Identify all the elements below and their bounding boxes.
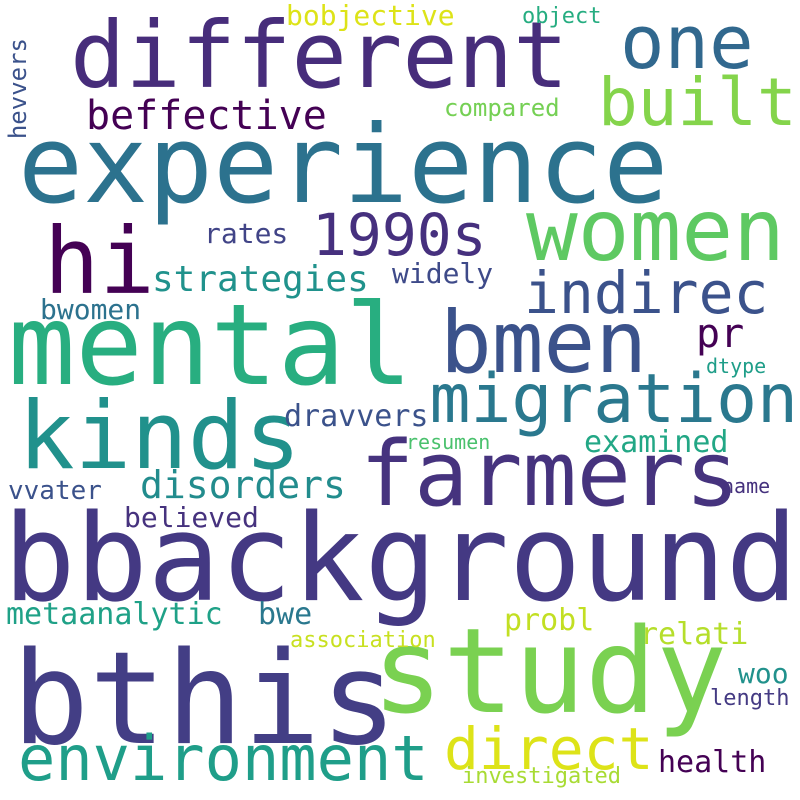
word-kinds: kinds [18, 382, 301, 491]
word-strategies: strategies [152, 259, 369, 300]
word-vvater: vvater [8, 476, 102, 506]
word-hi: hi [44, 208, 155, 315]
word-hevvers: hevvers [4, 38, 32, 140]
word-different: different [70, 2, 569, 109]
word-built: built [598, 64, 797, 141]
word-bobjective: bobjective [286, 0, 455, 32]
word-length: length [710, 686, 790, 711]
word-beffective: beffective [86, 93, 327, 139]
word-dtype: dtype [706, 354, 767, 378]
word-study: study [372, 602, 728, 740]
word-experience: experience [18, 103, 669, 228]
word-mental: mental [8, 281, 413, 411]
word-believed: believed [124, 501, 259, 534]
word-environment: environment [18, 722, 429, 795]
word-one: one [620, 0, 754, 86]
word-object: object [522, 4, 602, 29]
word-relati: relati [640, 617, 749, 652]
word-health: health [658, 745, 767, 780]
word-disorders: disorders [140, 463, 346, 507]
word-bwomen: bwomen [40, 293, 142, 326]
word-dravvers: dravvers [284, 399, 429, 434]
word-bwe: bwe [258, 597, 313, 632]
word-compared: compared [444, 94, 560, 122]
word-name: name [722, 474, 771, 498]
word-direct: direct [444, 715, 654, 783]
word-widely: widely [392, 257, 494, 290]
word-rates: rates [204, 217, 289, 250]
word-women: women [526, 181, 785, 281]
word-resumen: resumen [406, 430, 491, 454]
word-migration: migration [429, 360, 798, 439]
word-farmers: farmers [360, 422, 740, 527]
word-pr: pr [696, 311, 745, 357]
word-metaanalytic: metaanalytic [6, 597, 223, 632]
word-bbackground: bbackground [3, 490, 798, 629]
word-examined: examined [584, 425, 729, 460]
word-indirec: indirec [524, 259, 769, 327]
word-probl: probl [504, 603, 595, 638]
word-bthis: bthis [12, 625, 398, 774]
word-woo: woo [738, 657, 789, 690]
word-association: association [290, 628, 436, 653]
word-1990s: 1990s [312, 201, 487, 269]
word-investigated: investigated [462, 764, 621, 789]
word-bmen: bmen [440, 293, 648, 393]
